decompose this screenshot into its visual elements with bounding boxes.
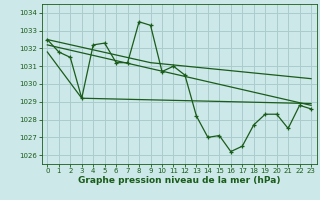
X-axis label: Graphe pression niveau de la mer (hPa): Graphe pression niveau de la mer (hPa) [78, 176, 280, 185]
